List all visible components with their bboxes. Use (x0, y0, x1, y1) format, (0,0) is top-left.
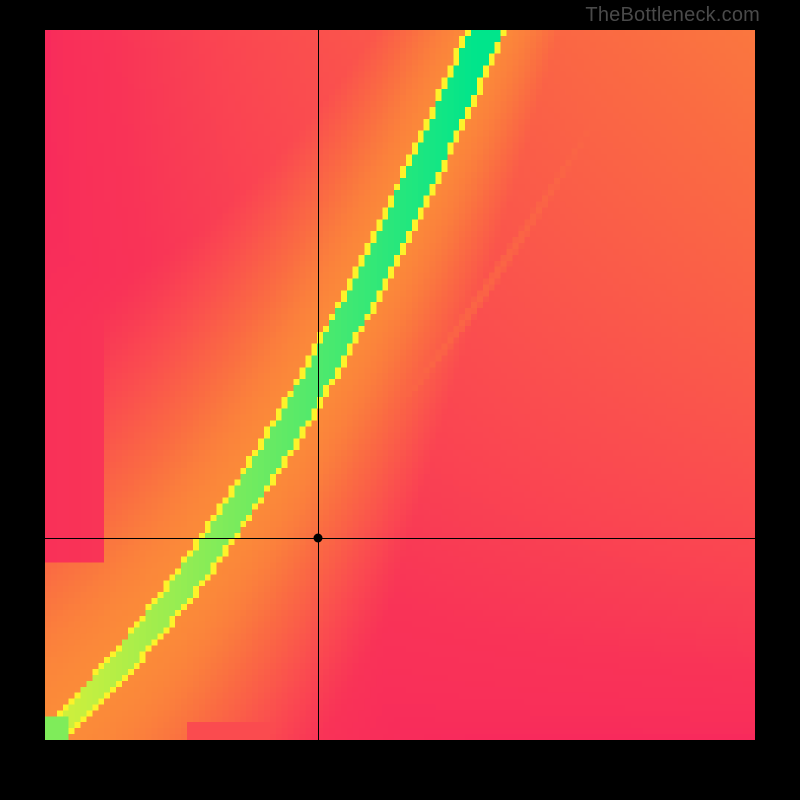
watermark-text: TheBottleneck.com (585, 4, 760, 27)
heatmap-canvas (45, 30, 755, 740)
crosshair-horizontal (45, 538, 755, 539)
crosshair-vertical (318, 30, 319, 740)
heatmap-plot (45, 30, 755, 740)
crosshair-marker (314, 533, 323, 542)
